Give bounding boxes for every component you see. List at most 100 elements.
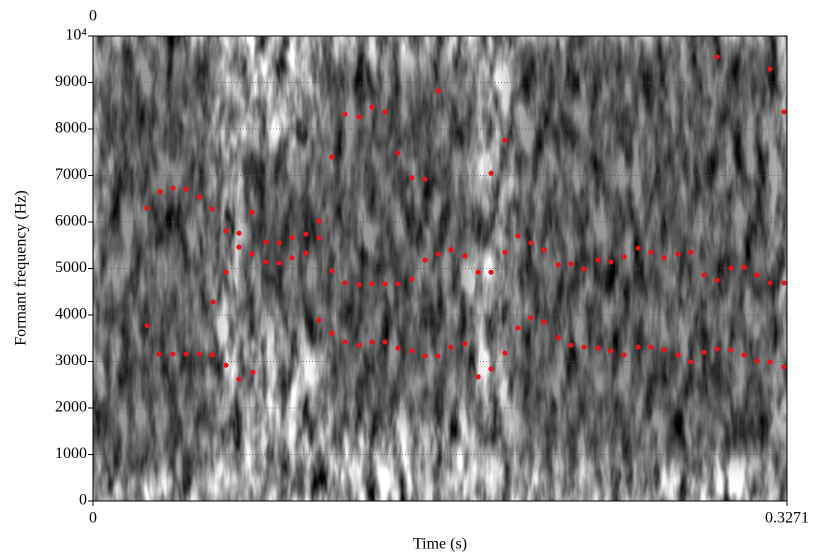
- formant-point: [395, 345, 401, 351]
- y-axis-label: Formant frequency (Hz): [13, 190, 30, 346]
- formant-point: [528, 240, 534, 246]
- formant-point: [648, 344, 654, 350]
- formant-point: [170, 351, 176, 357]
- formant-point: [781, 364, 787, 370]
- formant-point: [223, 269, 229, 275]
- formant-point: [382, 109, 388, 115]
- formant-point: [635, 245, 641, 251]
- formant-point: [502, 350, 508, 356]
- formant-point: [236, 376, 242, 382]
- formant-point: [329, 330, 335, 336]
- formant-point: [714, 277, 720, 283]
- formant-point: [781, 109, 787, 115]
- formant-point: [289, 235, 295, 241]
- formant-point: [236, 244, 242, 250]
- formant-point: [356, 114, 362, 120]
- formant-point: [515, 233, 521, 239]
- formant-point: [316, 317, 322, 323]
- formant-point: [688, 249, 694, 255]
- formant-point: [475, 374, 481, 380]
- formant-point: [754, 272, 760, 278]
- formant-point: [156, 351, 162, 357]
- y-tick-label: 2000: [55, 399, 87, 416]
- formant-point: [144, 323, 150, 329]
- formant-point: [170, 185, 176, 191]
- formant-point: [196, 194, 202, 200]
- formant-point: [555, 262, 561, 268]
- formant-point: [541, 247, 547, 253]
- formant-point: [382, 339, 388, 345]
- formant-point: [342, 111, 348, 117]
- formant-point: [369, 339, 375, 345]
- formant-point: [488, 170, 494, 176]
- formant-point: [728, 265, 734, 271]
- y-tick-label: 3000: [55, 352, 87, 369]
- formant-point: [688, 359, 694, 365]
- formant-point: [303, 250, 309, 256]
- formant-point: [595, 257, 601, 263]
- formant-point: [502, 137, 508, 143]
- formant-point: [395, 150, 401, 156]
- formant-point: [223, 228, 229, 234]
- formant-point: [422, 353, 428, 359]
- formant-point: [608, 259, 614, 265]
- formant-point: [462, 253, 468, 259]
- formant-point: [475, 269, 481, 275]
- formant-point: [209, 352, 215, 358]
- top-label: 0: [89, 8, 97, 25]
- formant-point: [422, 176, 428, 182]
- formant-point: [502, 249, 508, 255]
- formant-point: [568, 261, 574, 267]
- y-tick-label: 6000: [55, 213, 87, 230]
- formant-point: [249, 209, 255, 215]
- formant-point: [741, 352, 747, 358]
- formant-point: [621, 352, 627, 358]
- x-tick-label: 0.3271: [765, 510, 809, 527]
- formant-point: [648, 249, 654, 255]
- formant-point: [144, 205, 150, 211]
- formant-point: [661, 347, 667, 353]
- y-tick-label: 5000: [55, 259, 87, 276]
- formant-point: [236, 230, 242, 236]
- formant-point: [395, 281, 401, 287]
- formant-point: [422, 257, 428, 263]
- formant-point: [369, 281, 375, 287]
- formant-point: [581, 344, 587, 350]
- formant-point: [741, 264, 747, 270]
- formant-point: [661, 255, 667, 261]
- formant-point: [276, 260, 282, 266]
- formant-point: [701, 349, 707, 355]
- formant-point: [289, 255, 295, 261]
- formant-point: [728, 347, 734, 353]
- y-tick-label: 9000: [55, 73, 87, 90]
- formant-point: [263, 239, 269, 245]
- formant-point: [462, 341, 468, 347]
- formant-point: [303, 231, 309, 237]
- formant-point: [581, 266, 587, 272]
- formant-point: [555, 335, 561, 341]
- formant-point: [382, 281, 388, 287]
- x-tick-label: 0: [89, 510, 97, 527]
- formant-point: [249, 251, 255, 257]
- y-tick-label: 1000: [55, 445, 87, 462]
- formant-point: [595, 345, 601, 351]
- formant-point: [435, 251, 441, 257]
- y-tick-label: 10⁴: [65, 27, 87, 44]
- formant-point: [316, 218, 322, 224]
- formant-point: [196, 351, 202, 357]
- formant-point: [409, 175, 415, 181]
- formant-point: [448, 247, 454, 253]
- spectrogram: [93, 36, 787, 501]
- x-axis-label: Time (s): [413, 536, 467, 553]
- formant-point: [675, 352, 681, 358]
- y-tick-label: 8000: [55, 120, 87, 137]
- formant-point: [356, 342, 362, 348]
- formant-point: [435, 88, 441, 94]
- y-tick-label: 7000: [55, 166, 87, 183]
- formant-point: [635, 344, 641, 350]
- formant-point: [675, 251, 681, 257]
- formant-point: [448, 344, 454, 350]
- formant-point: [701, 272, 707, 278]
- formant-point: [263, 259, 269, 265]
- formant-point: [409, 348, 415, 354]
